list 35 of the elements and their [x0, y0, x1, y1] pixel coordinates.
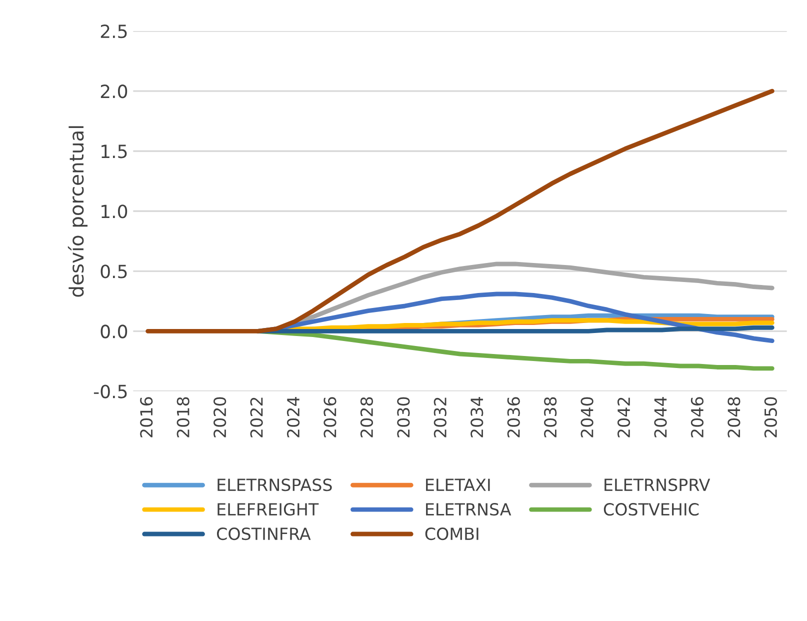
x-tick-label: 2040 — [580, 397, 594, 438]
x-tick-label: 2032 — [434, 398, 446, 438]
x-tick-label: 2034 — [470, 397, 484, 438]
x-tick-label: 2046 — [690, 397, 704, 438]
legend-label: ELETAXI — [426, 478, 490, 491]
y-tick-label: 2.5 — [100, 24, 127, 38]
x-tick-label: 2028 — [360, 397, 374, 438]
legend-label: ELETRNSPASS — [218, 478, 332, 492]
legend-label: ELETRNSPRV — [604, 478, 710, 492]
y-tick-label: -0.5 — [94, 384, 127, 398]
x-tick-label: 2044 — [654, 397, 667, 438]
legend-label: COSTINFRA — [216, 527, 311, 540]
x-tick-label: 2024 — [286, 397, 300, 438]
legend-label: COMBI — [425, 527, 478, 540]
x-tick-label: 2042 — [617, 398, 630, 438]
y-axis-title: desvío porcentual — [68, 126, 88, 297]
x-tick-label: 2048 — [728, 397, 740, 438]
x-tick-label: 2018 — [176, 397, 190, 438]
legend-label: ELEFREIGHT — [218, 503, 319, 516]
y-tick-label: 1.5 — [102, 144, 127, 158]
y-tick-label: 1.0 — [102, 204, 128, 218]
y-tick-label: 0.0 — [100, 324, 128, 338]
x-tick-label: 2016 — [140, 397, 153, 438]
line-series — [146, 88, 774, 334]
legend-label: ELETRNSA — [426, 503, 512, 516]
x-tick-label: 2050 — [764, 397, 777, 438]
x-tick-label: 2020 — [214, 397, 226, 438]
y-tick-label: 0.5 — [100, 264, 127, 278]
x-tick-label: 2022 — [250, 398, 263, 438]
x-tick-label: 2030 — [397, 397, 410, 438]
x-tick-label: 2026 — [324, 397, 336, 438]
x-tick-label: 2036 — [507, 397, 520, 438]
legend-label: COSTVEHIC — [604, 503, 699, 516]
y-tick-label: 2.0 — [100, 84, 128, 98]
x-tick-label: 2038 — [544, 397, 557, 438]
